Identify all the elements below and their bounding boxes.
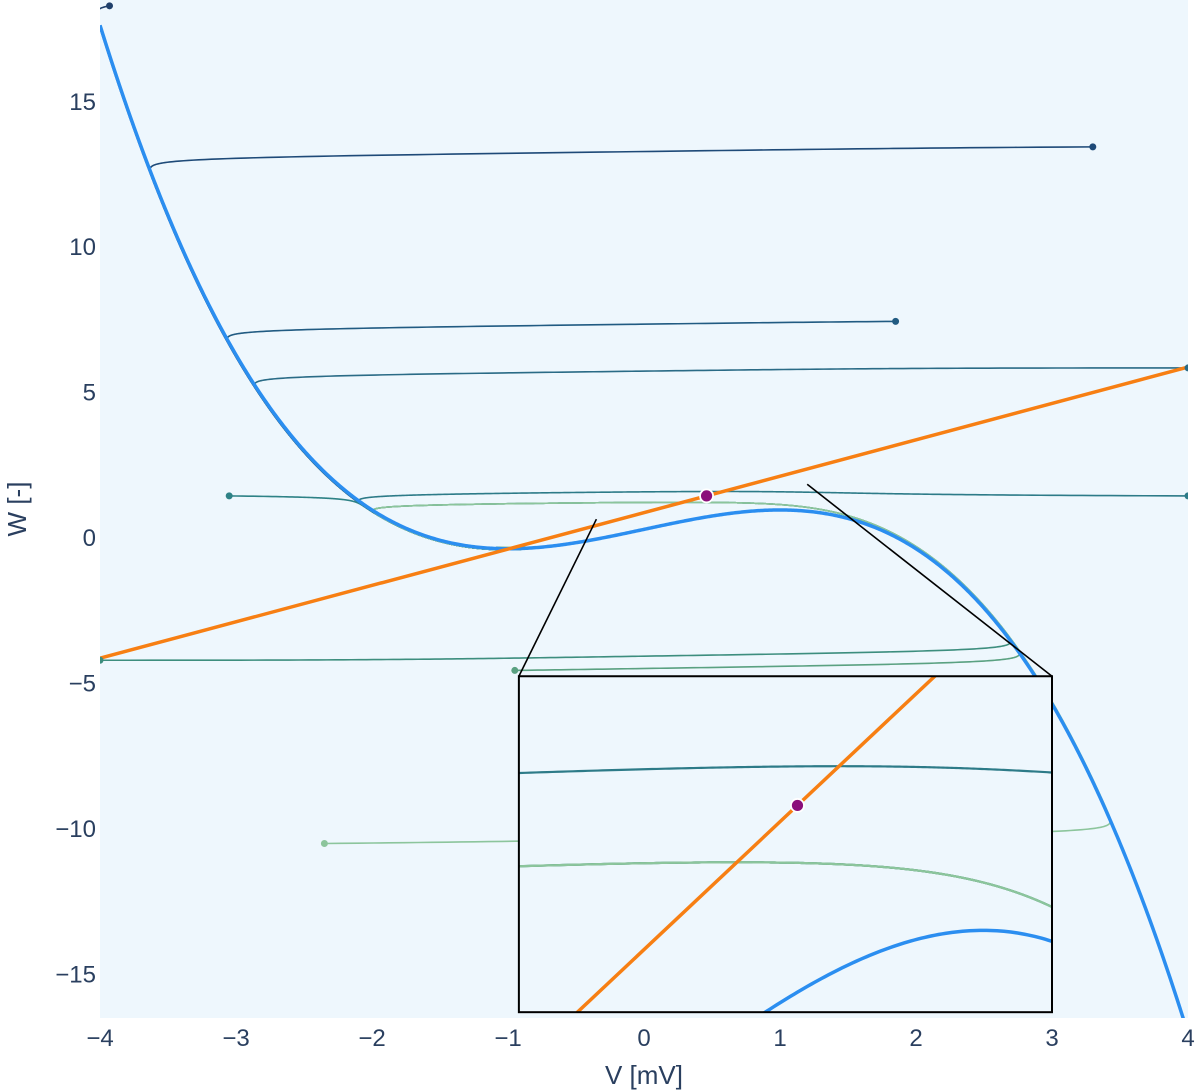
y-axis-ticks: −15 −10 −5 0 5 10 15 — [55, 89, 96, 989]
x-axis-title: V [mV] — [605, 1060, 683, 1090]
y-tick-label: −15 — [55, 961, 96, 988]
fixed-point-marker — [700, 489, 713, 502]
y-tick-label: 5 — [83, 380, 96, 407]
trajectory-start-marker — [1089, 143, 1096, 150]
trajectory-start-marker — [226, 492, 233, 499]
x-tick-label: −4 — [86, 1025, 113, 1052]
trajectory-start-marker — [106, 2, 113, 9]
x-tick-label: −2 — [358, 1025, 385, 1052]
y-tick-label: −5 — [69, 671, 96, 698]
trajectory-start-marker — [97, 657, 104, 664]
x-tick-label: 3 — [1045, 1025, 1058, 1052]
x-tick-label: −1 — [494, 1025, 521, 1052]
y-tick-label: −10 — [55, 816, 96, 843]
fixed-point-marker — [791, 799, 804, 812]
trajectory-start-marker — [511, 667, 518, 674]
x-tick-label: 1 — [773, 1025, 786, 1052]
y-tick-label: 0 — [83, 525, 96, 552]
x-tick-label: 2 — [909, 1025, 922, 1052]
y-tick-label: 15 — [69, 89, 96, 116]
inset-background — [519, 676, 1052, 1012]
y-axis-title: W [-] — [2, 482, 32, 537]
trajectory-start-marker — [1185, 364, 1192, 371]
x-tick-label: 4 — [1181, 1025, 1194, 1052]
trajectory-start-marker — [892, 318, 899, 325]
x-tick-label: −3 — [222, 1025, 249, 1052]
trajectory-start-marker — [321, 840, 328, 847]
x-tick-label: 0 — [637, 1025, 650, 1052]
y-tick-label: 10 — [69, 234, 96, 261]
x-axis-ticks: −4 −3 −2 −1 0 1 2 3 4 — [86, 1025, 1194, 1052]
trajectory-start-marker — [1185, 492, 1192, 499]
